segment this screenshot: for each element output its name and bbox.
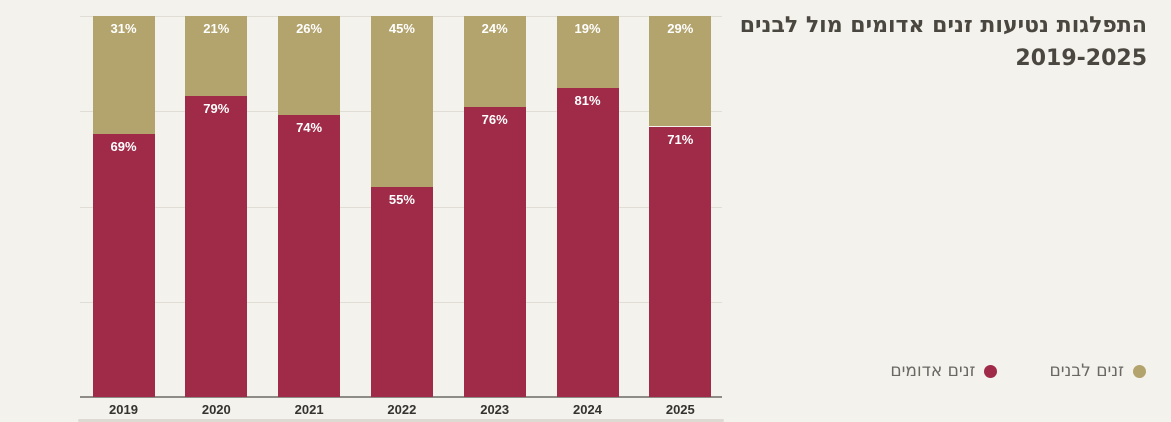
x-axis-line [80, 396, 722, 398]
value-label-white-2024: 19% [574, 21, 601, 36]
legend-item-red-varieties: זנים אדומים [890, 361, 998, 381]
value-label-white-2022: 45% [388, 21, 415, 36]
value-label-white-2020: 21% [203, 21, 230, 36]
segment-white-2023: 24% [463, 16, 526, 108]
legend-item-white-varieties: זנים לבנים [1049, 361, 1146, 381]
segment-red-2025: 71% [649, 126, 712, 397]
bar-2025: 29% 71% [649, 16, 712, 397]
legend-label-red-varieties: זנים אדומים [890, 361, 976, 381]
bar-2020: 21% 79% [185, 16, 248, 397]
value-label-red-2025: 71% [667, 131, 694, 147]
value-label-white-2021: 26% [296, 21, 323, 36]
x-tick-2023: 2023 [480, 402, 510, 417]
bottom-divider [78, 419, 724, 422]
value-label-white-2023: 24% [481, 21, 508, 36]
bar-2019: 31% 69% [92, 16, 155, 397]
segment-red-2022: 55% [370, 187, 433, 397]
legend: זנים לבנים זנים אדומים [890, 361, 1146, 381]
value-label-red-2023: 76% [481, 112, 508, 128]
bar-2024: 19% 81% [556, 16, 619, 397]
chart-title-line2: 2019-2025 [1015, 45, 1147, 71]
segment-white-2019: 31% [92, 16, 155, 135]
segment-white-2024: 19% [556, 16, 619, 89]
segment-white-2025: 29% [649, 16, 712, 127]
segment-white-2020: 21% [185, 16, 248, 96]
bar-2021: 26% 74% [278, 16, 341, 397]
bar-2022: 45% 55% [370, 16, 433, 397]
x-tick-2020: 2020 [201, 402, 231, 417]
segment-red-2021: 74% [278, 115, 341, 397]
x-tick-2024: 2024 [573, 402, 602, 417]
segment-red-2023: 76% [463, 107, 526, 397]
x-tick-2025: 2025 [665, 402, 695, 417]
chart-title: התפלגות נטיעות זנים אדומים מול לבנים 201… [740, 10, 1147, 75]
x-tick-2021: 2021 [294, 402, 324, 417]
x-tick-2022: 2022 [387, 402, 417, 417]
value-label-red-2019: 69% [110, 139, 137, 155]
plot-area: 31% 69% 21% 79% 26% 74% 45% 55% 24% 76% 19% 81% 29% 7… [80, 16, 722, 398]
legend-dot-white-varieties-icon [1133, 364, 1146, 378]
legend-dot-red-varieties-icon [984, 364, 998, 378]
segment-white-2021: 26% [278, 16, 341, 116]
segment-red-2024: 81% [556, 88, 619, 397]
segment-white-2022: 45% [370, 16, 433, 188]
x-tick-2019: 2019 [109, 402, 138, 417]
chart-title-line1: התפלגות נטיעות זנים אדומים מול לבנים [739, 13, 1147, 38]
value-label-white-2025: 29% [667, 21, 694, 36]
legend-label-white-varieties: זנים לבנים [1049, 361, 1124, 381]
value-label-red-2020: 79% [203, 101, 230, 117]
bar-2023: 24% 76% [463, 16, 526, 397]
segment-red-2019: 69% [92, 134, 155, 397]
segment-red-2020: 79% [185, 96, 248, 397]
value-label-red-2022: 55% [388, 192, 415, 208]
value-label-white-2019: 31% [110, 21, 137, 36]
value-label-red-2021: 74% [296, 120, 323, 136]
value-label-red-2024: 81% [574, 93, 601, 109]
